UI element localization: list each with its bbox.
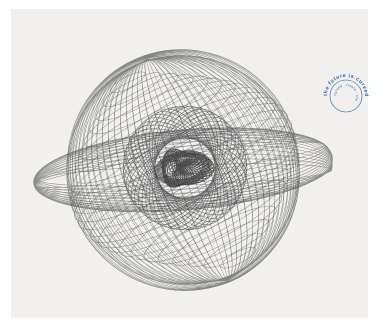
shell-latitude — [79, 77, 223, 160]
shell-latitude — [188, 219, 271, 267]
shell-meridian — [66, 49, 300, 285]
shell-latitude — [109, 71, 146, 93]
seal-inner-text: curved · future · the — [333, 83, 359, 102]
shell-latitude — [102, 72, 162, 107]
shell-meridian — [96, 54, 276, 282]
shell-latitude — [204, 233, 264, 268]
core-hole — [161, 155, 205, 181]
core-hole — [160, 154, 206, 182]
shell-latitude — [89, 74, 194, 135]
shell-latitude — [130, 168, 291, 260]
shell-meridian — [91, 53, 280, 283]
core-hole — [156, 152, 210, 184]
shell-latitude — [83, 75, 209, 148]
core-hole — [154, 150, 212, 186]
middle-lobe — [123, 137, 247, 199]
core-hole — [159, 153, 207, 183]
shell-latitude — [95, 73, 178, 121]
seal-ring — [329, 79, 363, 113]
ribbon-line — [39, 158, 333, 191]
core-hole — [158, 153, 208, 183]
shell-latitude — [77, 110, 289, 230]
core-hole — [162, 156, 204, 180]
shell-meridian — [131, 57, 242, 281]
shell-latitude — [220, 247, 257, 269]
core-ring — [177, 159, 214, 174]
shell-meridian — [102, 54, 270, 282]
core-torus-lines — [154, 148, 215, 188]
seal-stamp: the future is curved curved · future · t… — [323, 73, 368, 113]
middle-lobe-lines — [122, 105, 248, 231]
core-hole — [155, 151, 211, 185]
